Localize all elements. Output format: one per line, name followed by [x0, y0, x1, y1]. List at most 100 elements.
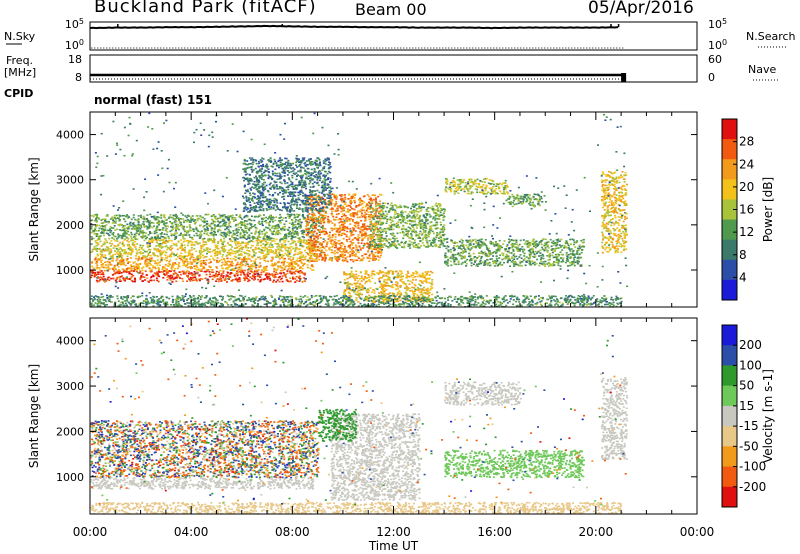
power-cell	[317, 194, 320, 197]
power-cell	[426, 241, 429, 244]
power-cell	[338, 205, 341, 207]
power-cell	[223, 279, 226, 281]
power-cell	[297, 234, 299, 236]
power-cell	[368, 247, 370, 250]
power-cell	[360, 280, 363, 282]
power-cell	[222, 272, 225, 274]
power-cell	[265, 241, 268, 243]
power-cell	[217, 220, 219, 223]
power-cell	[321, 230, 324, 232]
power-cell	[121, 214, 124, 217]
power-cell	[284, 247, 287, 250]
power-cell	[121, 243, 124, 245]
power-cell	[283, 235, 286, 238]
power-cell	[275, 256, 277, 258]
power-cell	[353, 282, 356, 285]
power-cell	[341, 223, 343, 226]
power-cell	[130, 228, 133, 230]
power-cell	[96, 215, 98, 217]
power-cell	[271, 258, 274, 260]
power-cell	[205, 269, 208, 271]
power-cell	[268, 228, 271, 231]
power-cell	[352, 213, 355, 215]
power-cell	[119, 234, 122, 237]
power-cell	[357, 222, 360, 225]
power-cell	[332, 215, 335, 218]
power-cell	[366, 203, 369, 205]
power-cell	[317, 204, 320, 207]
power-cell	[148, 221, 151, 223]
power-cell	[311, 241, 313, 244]
power-cell	[299, 223, 302, 226]
power-cell	[258, 229, 261, 232]
power-cell	[387, 284, 390, 287]
power-cell	[352, 229, 355, 232]
power-cell	[361, 206, 364, 209]
power-cell	[127, 217, 129, 219]
noise-left-tick: 100	[65, 38, 84, 52]
power-cell	[183, 221, 186, 224]
power-cell	[109, 263, 112, 266]
power-cell	[117, 223, 120, 226]
power-cell	[391, 219, 393, 222]
power-cell	[180, 247, 183, 249]
power-cell	[207, 281, 210, 283]
power-cell	[199, 245, 202, 247]
power-cell	[323, 247, 326, 249]
power-cell	[355, 249, 358, 251]
power-cell	[323, 254, 326, 256]
power-cell	[437, 227, 439, 229]
power-cell	[179, 247, 181, 249]
power-cell	[165, 233, 168, 236]
power-cell	[240, 270, 243, 272]
power-cell	[141, 246, 143, 249]
power-cell	[292, 278, 294, 280]
power-cell	[212, 220, 215, 223]
power-cell	[148, 257, 151, 259]
power-cell	[256, 248, 259, 250]
power-cell	[258, 239, 261, 241]
power-cell	[371, 214, 374, 217]
power-cell	[119, 246, 122, 249]
power-cell	[268, 246, 271, 248]
power-cell	[305, 199, 308, 201]
power-cell	[339, 244, 342, 247]
power-cell	[141, 272, 144, 275]
power-cell	[316, 238, 319, 240]
power-cell	[157, 228, 160, 231]
power-cell	[113, 216, 116, 219]
power-cell	[262, 236, 265, 238]
power-cell	[351, 219, 354, 221]
power-cell	[428, 294, 431, 297]
power-cell	[297, 223, 300, 225]
power-cell	[307, 243, 310, 245]
power-cell	[105, 246, 108, 248]
power-cell	[240, 254, 243, 256]
power-cell	[372, 248, 375, 251]
power-cell	[217, 261, 220, 263]
power-cell	[93, 275, 96, 278]
power-cell	[100, 249, 103, 252]
power-cell	[279, 220, 281, 222]
power-cell	[183, 257, 185, 260]
power-cell	[189, 276, 192, 279]
power-cell	[251, 244, 254, 247]
power-cell	[108, 220, 110, 223]
power-cell	[153, 247, 156, 250]
freq-panel-frame	[89, 54, 698, 83]
power-cell	[280, 247, 283, 249]
power-cell	[203, 250, 205, 252]
power-cell	[143, 276, 146, 278]
power-cell	[359, 249, 362, 251]
power-cell	[157, 249, 160, 251]
power-cell	[219, 225, 222, 228]
power-cell	[233, 269, 236, 272]
power-cell	[363, 220, 366, 222]
power-cell	[147, 248, 150, 251]
power-cell	[287, 235, 290, 238]
power-cell	[222, 245, 224, 247]
power-cell	[202, 239, 204, 241]
power-cell	[116, 270, 119, 273]
power-cell	[271, 256, 274, 259]
power-cell	[107, 276, 110, 279]
